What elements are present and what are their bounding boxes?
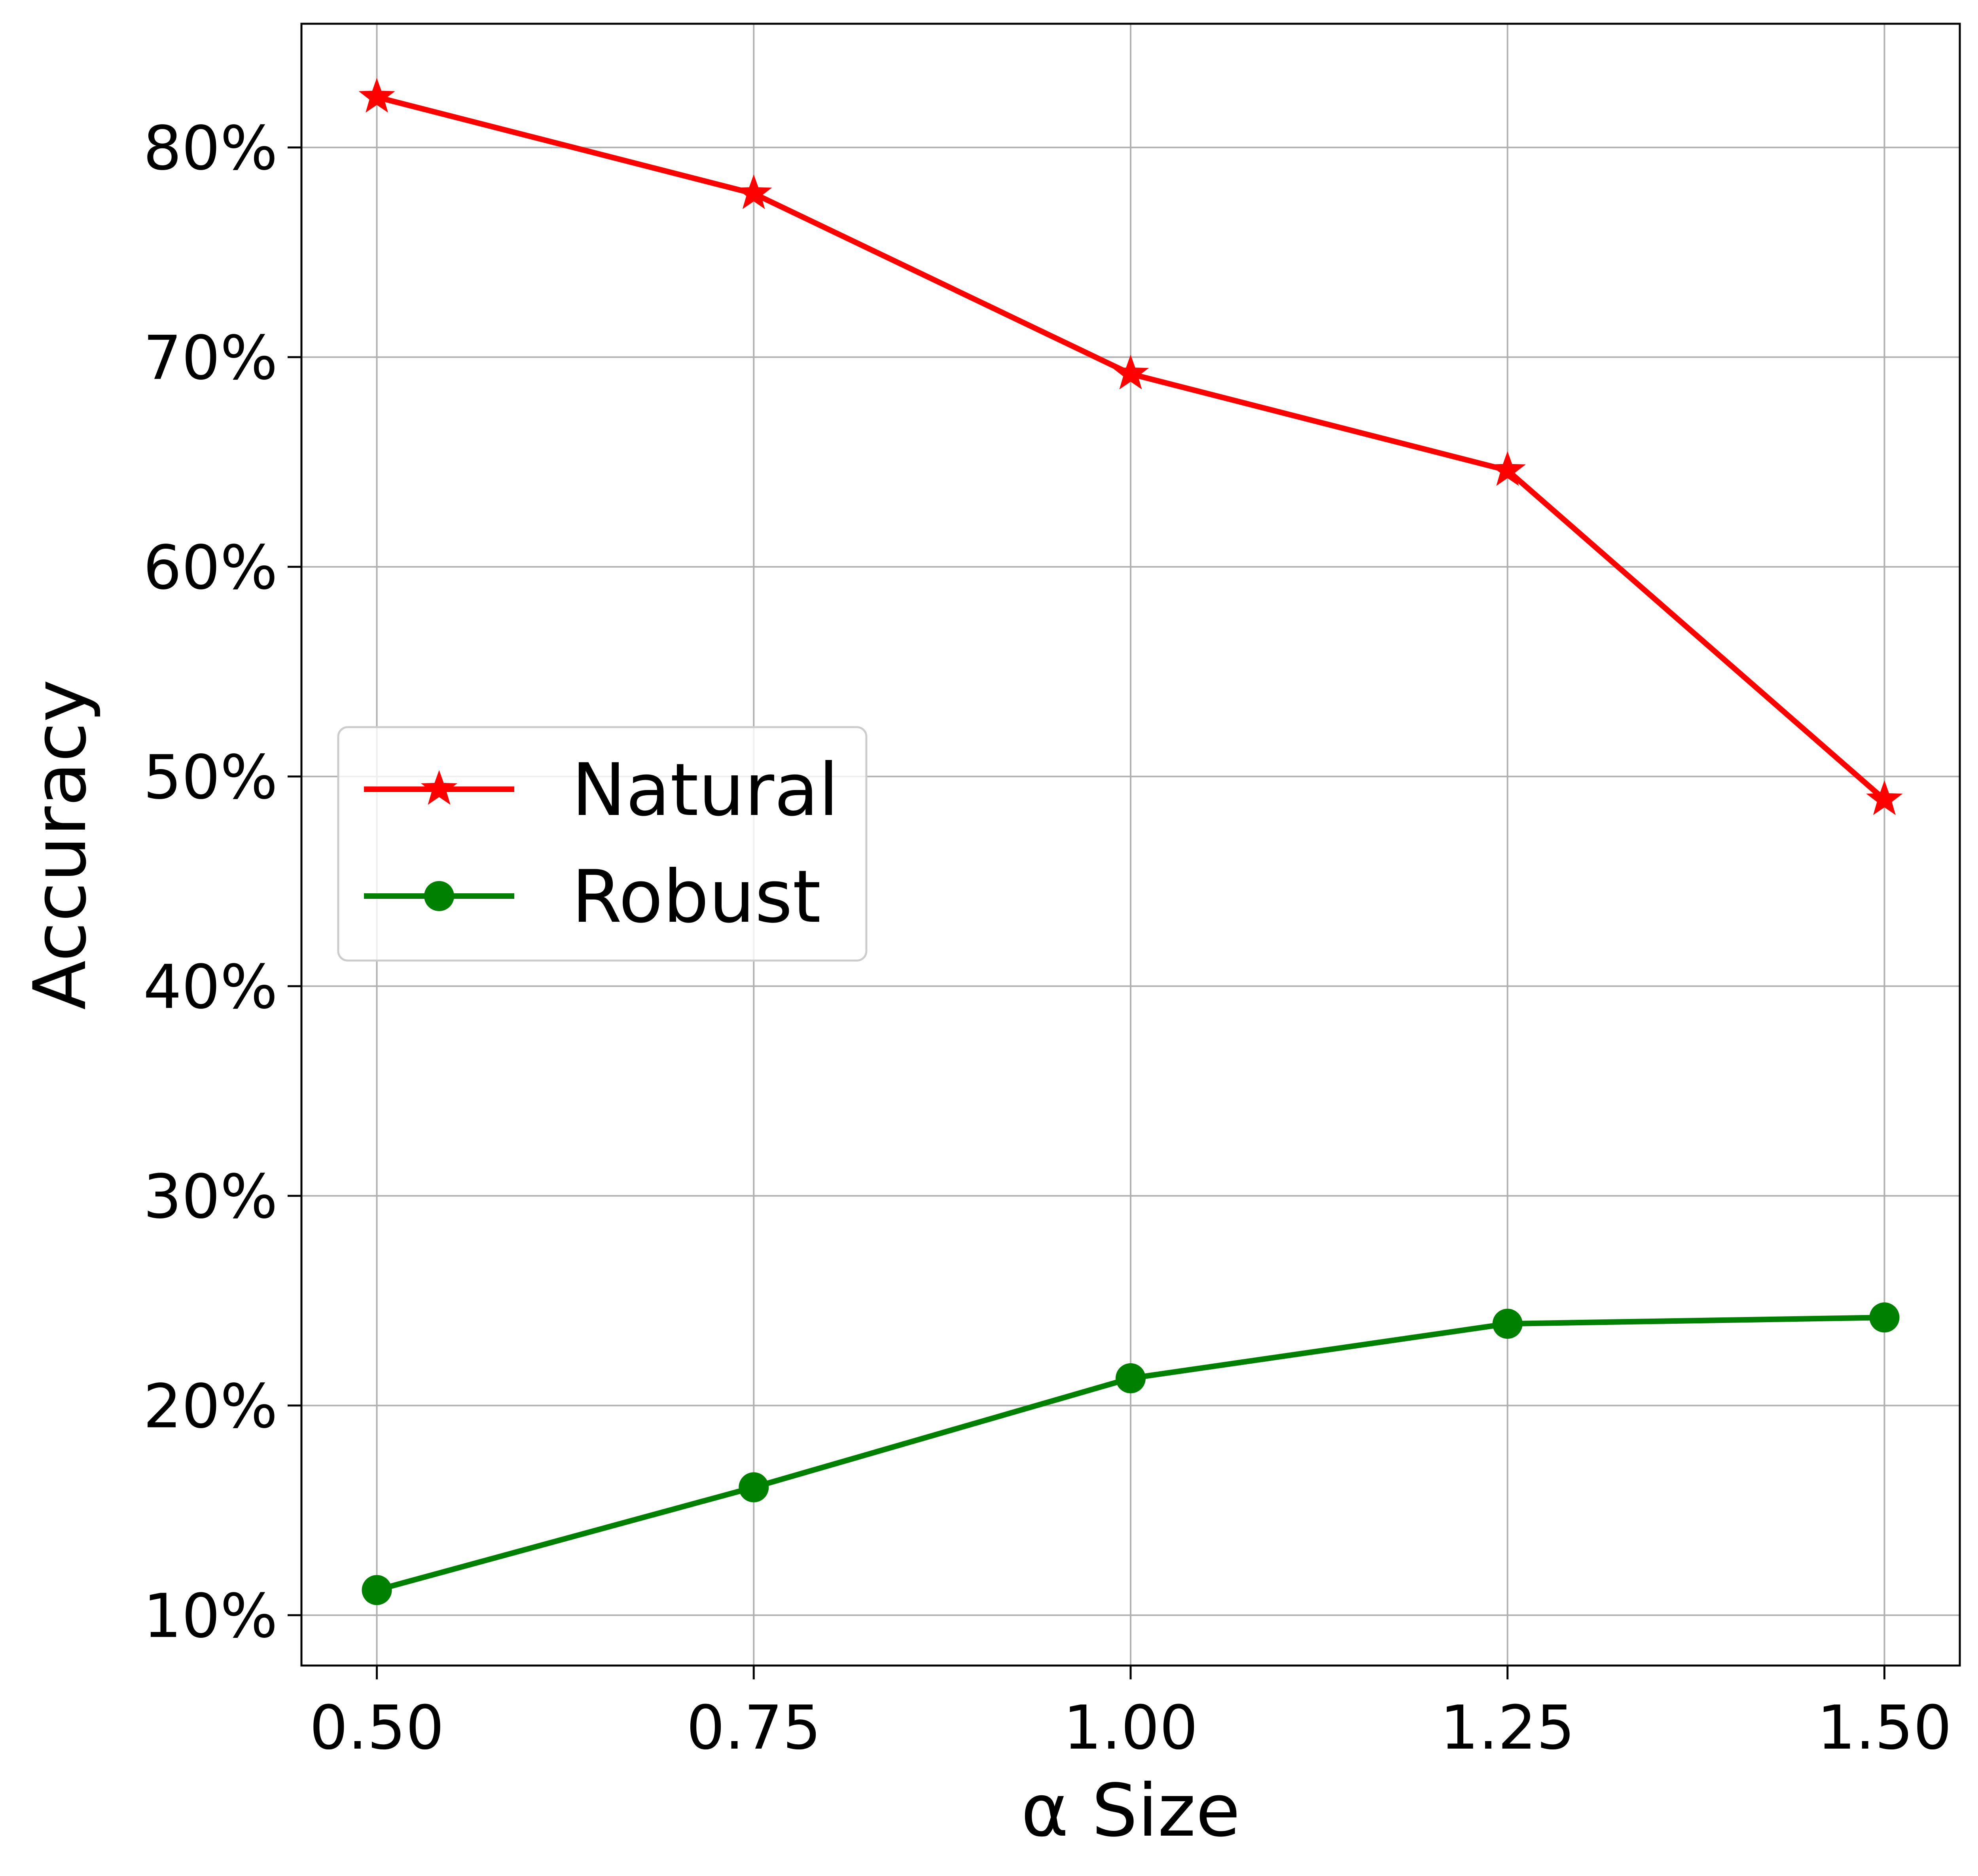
x-tick-label: 1.00 — [1063, 1693, 1198, 1763]
axes: 0.50 0.75 1.00 1.25 1.50 10% 20% 30% 40% 50% 60% 70… — [143, 114, 1952, 1763]
data-point-robust — [1492, 1309, 1523, 1339]
legend-label: Robust — [572, 855, 821, 939]
data-point-robust — [739, 1472, 769, 1503]
data-point-robust — [1869, 1302, 1900, 1333]
y-tick-label: 50% — [143, 743, 278, 813]
x-tick-label: 1.25 — [1440, 1693, 1575, 1763]
data-point-robust — [362, 1575, 392, 1605]
y-tick-label: 80% — [143, 114, 278, 184]
y-tick-label: 70% — [143, 323, 278, 394]
data-point-robust — [1116, 1363, 1146, 1393]
legend-marker — [424, 881, 454, 911]
series-robust — [362, 1302, 1900, 1605]
data-point-natural — [1489, 451, 1526, 486]
data-point-natural — [1866, 780, 1903, 815]
legend-entries: Natural Robust — [364, 748, 839, 939]
y-tick-label: 10% — [143, 1581, 278, 1652]
legend-item-natural: Natural — [364, 748, 839, 832]
legend-frame — [337, 726, 868, 962]
series-natural — [358, 78, 1903, 815]
legend: Natural Robust — [337, 726, 868, 962]
y-tick-label: 30% — [143, 1162, 278, 1232]
x-tick-label: 1.50 — [1817, 1693, 1952, 1763]
legend-marker — [421, 770, 458, 805]
x-tick-label: 0.50 — [309, 1693, 444, 1763]
data-series — [358, 78, 1903, 1605]
y-tick-label: 60% — [143, 533, 278, 603]
y-tick-label: 20% — [143, 1372, 278, 1442]
x-axis-title: α Size — [1021, 1769, 1240, 1853]
data-point-natural — [358, 78, 395, 113]
data-point-natural — [1112, 354, 1149, 390]
data-point-natural — [735, 174, 772, 209]
x-tick-label: 0.75 — [686, 1693, 821, 1763]
y-axis-title: Accuracy — [18, 679, 102, 1010]
legend-label: Natural — [572, 748, 839, 832]
y-tick-label: 40% — [143, 952, 278, 1023]
legend-item-robust: Robust — [364, 855, 821, 939]
